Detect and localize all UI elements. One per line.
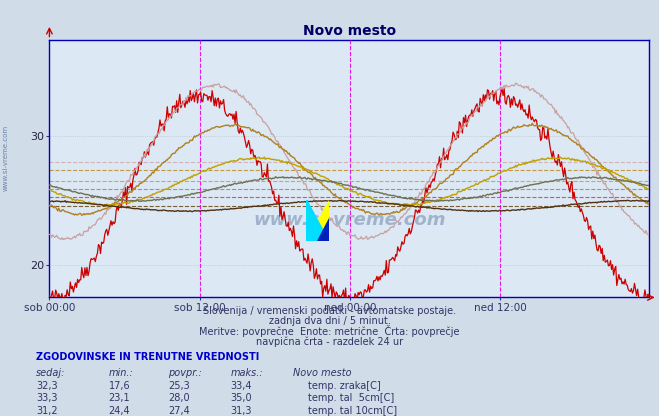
Text: 33,4: 33,4 (231, 381, 252, 391)
Text: 24,4: 24,4 (109, 406, 130, 416)
Text: temp. zraka[C]: temp. zraka[C] (308, 381, 380, 391)
Text: ZGODOVINSKE IN TRENUTNE VREDNOSTI: ZGODOVINSKE IN TRENUTNE VREDNOSTI (36, 352, 260, 362)
Text: Meritve: povprečne  Enote: metrične  Črta: povprečje: Meritve: povprečne Enote: metrične Črta:… (199, 325, 460, 337)
Text: min.:: min.: (109, 369, 134, 379)
Text: 27,4: 27,4 (168, 406, 190, 416)
Text: www.si-vreme.com: www.si-vreme.com (253, 211, 445, 229)
Text: 33,3: 33,3 (36, 394, 58, 404)
Text: 32,3: 32,3 (36, 381, 58, 391)
Text: zadnja dva dni / 5 minut.: zadnja dva dni / 5 minut. (269, 317, 390, 327)
Text: 35,0: 35,0 (231, 394, 252, 404)
Text: navpična črta - razdelek 24 ur: navpična črta - razdelek 24 ur (256, 337, 403, 347)
Polygon shape (316, 218, 329, 241)
Text: 23,1: 23,1 (109, 394, 130, 404)
Text: 17,6: 17,6 (109, 381, 130, 391)
Text: 28,0: 28,0 (168, 394, 190, 404)
Polygon shape (306, 200, 329, 241)
Polygon shape (306, 200, 329, 241)
Text: 31,2: 31,2 (36, 406, 58, 416)
Text: maks.:: maks.: (231, 369, 264, 379)
Text: www.si-vreme.com: www.si-vreme.com (2, 125, 9, 191)
Text: 31,3: 31,3 (231, 406, 252, 416)
Text: Novo mesto: Novo mesto (293, 369, 352, 379)
Text: temp. tal 10cm[C]: temp. tal 10cm[C] (308, 406, 397, 416)
Text: temp. tal  5cm[C]: temp. tal 5cm[C] (308, 394, 394, 404)
Text: sedaj:: sedaj: (36, 369, 66, 379)
Text: povpr.:: povpr.: (168, 369, 202, 379)
Text: 25,3: 25,3 (168, 381, 190, 391)
Title: Novo mesto: Novo mesto (302, 25, 396, 38)
Text: Slovenija / vremenski podatki - avtomatske postaje.: Slovenija / vremenski podatki - avtomats… (203, 306, 456, 316)
